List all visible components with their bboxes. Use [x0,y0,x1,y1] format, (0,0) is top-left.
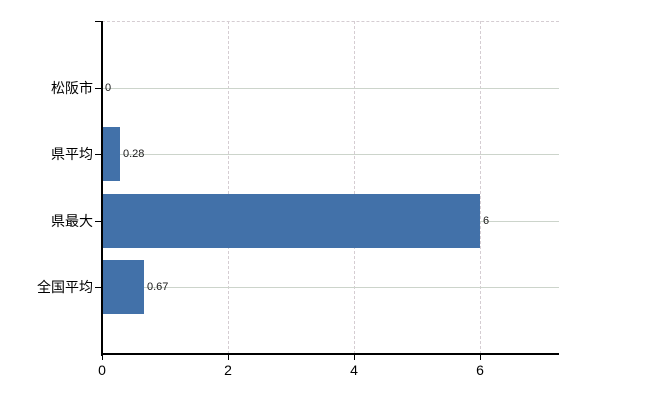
bar-value-label: 0.67 [147,281,169,294]
plot-top-border [102,21,559,22]
y-axis-line [101,21,103,356]
x-tick-label: 0 [98,362,106,378]
y-axis-tick [95,21,102,22]
y-gridline [102,154,559,155]
x-gridline [354,21,355,354]
x-axis-tick [354,355,355,360]
y-axis-tick [95,287,102,288]
bar-value-label: 0 [105,81,112,94]
y-axis-tick [95,154,102,155]
y-axis-tick [95,221,102,222]
y-gridline [102,88,559,89]
category-label: 全国平均 [37,279,93,296]
category-label: 県最大 [51,212,93,229]
category-label: 県平均 [51,146,93,163]
x-tick-label: 6 [476,362,484,378]
bar [103,127,120,181]
x-tick-label: 2 [224,362,232,378]
x-gridline [228,21,229,354]
x-axis-tick [480,355,481,360]
category-label: 松阪市 [51,79,93,96]
y-gridline [102,287,559,288]
x-axis-tick [228,355,229,360]
x-tick-label: 4 [350,362,358,378]
x-axis-line [102,353,559,355]
bar-value-label: 0.28 [123,148,145,161]
bar-value-label: 6 [483,214,490,227]
bar [103,260,144,314]
y-axis-tick [95,88,102,89]
x-gridline [480,21,481,354]
x-axis-tick [102,355,103,360]
bar [103,194,480,248]
